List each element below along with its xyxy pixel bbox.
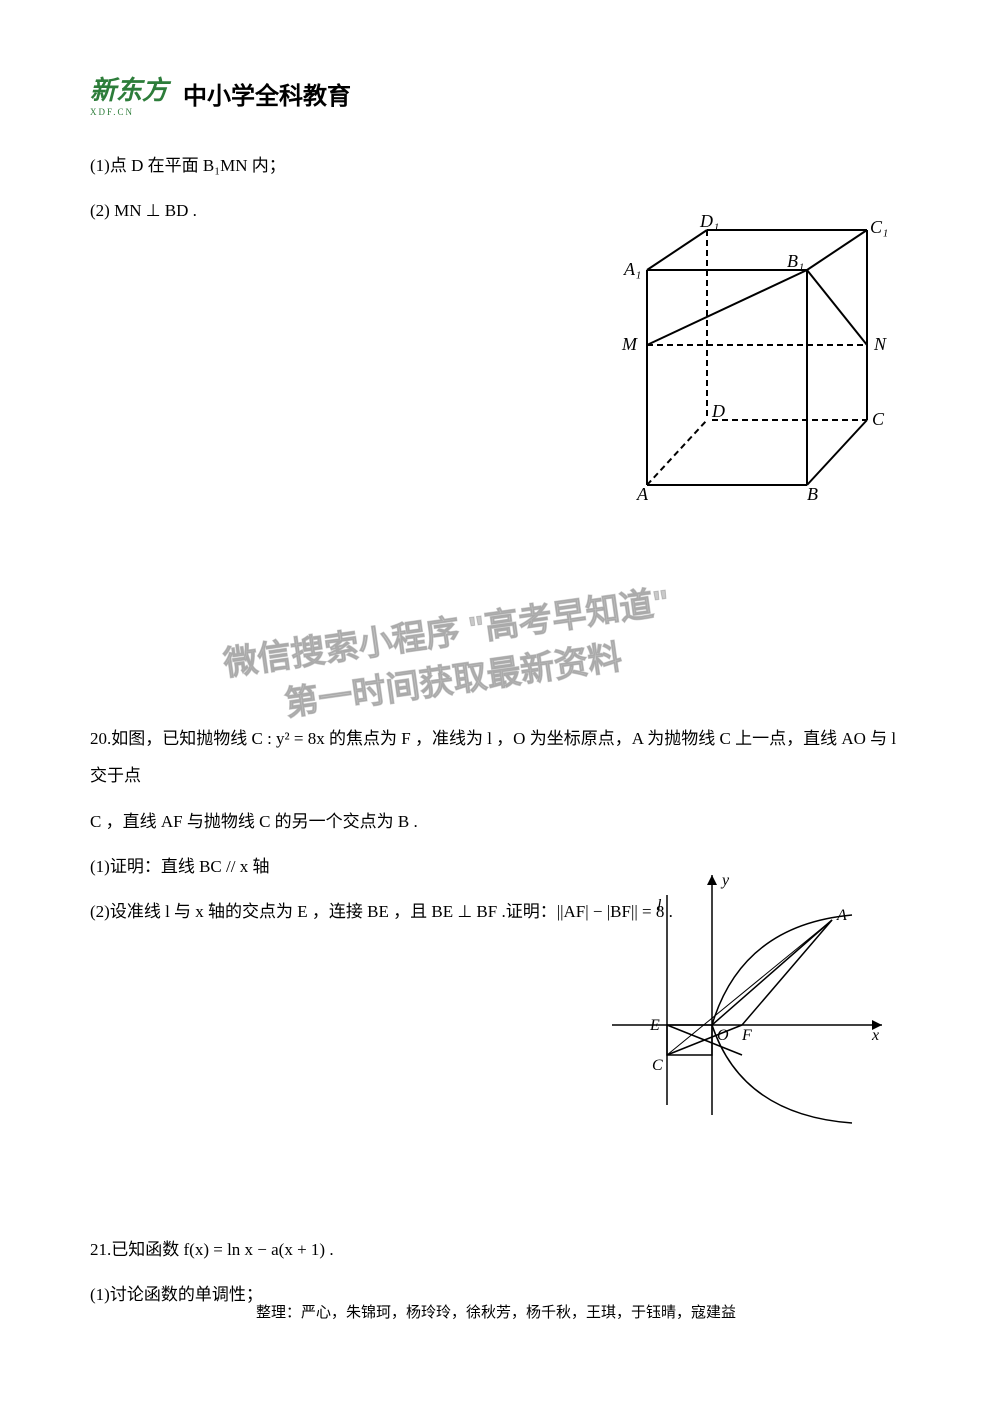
logo-subtext: XDF.CN [90, 107, 168, 117]
label-d: D [711, 401, 725, 421]
page-container: 新东方 XDF.CN 中小学全科教育 (1)点 D 在平面 B₁MN 内； (2… [0, 0, 992, 1362]
label-c1: C₁ [870, 217, 888, 237]
label-m: M [621, 334, 638, 354]
label-pf: F [741, 1027, 752, 1044]
label-b: B [807, 484, 818, 504]
label-n: N [873, 334, 887, 354]
label-l: l [657, 897, 662, 914]
page-footer: 整理：严心，朱锦珂，杨玲玲，徐秋芳，杨千秋，王琪，于钰晴，寇建益 [0, 1301, 992, 1322]
label-a: A [636, 484, 649, 504]
parabola-figure: y l A E O F C x [602, 865, 892, 1125]
header-title: 中小学全科教育 [183, 76, 351, 111]
label-pc: C [652, 1057, 663, 1074]
logo-block: 新东方 XDF.CN [90, 70, 168, 117]
q19-part1: (1)点 D 在平面 B₁MN 内； [90, 147, 902, 184]
label-c: C [872, 409, 885, 429]
label-d1: D₁ [699, 215, 719, 231]
watermark-line1: 微信搜索小程序 "高考早知道" [146, 569, 747, 700]
label-px: x [871, 1027, 879, 1044]
q20-intro: 20.如图，已知抛物线 C : y² = 8x 的焦点为 F ，准线为 l ，O… [90, 720, 902, 795]
cube-figure: D₁ C₁ A₁ B₁ M N D C A B [612, 215, 902, 505]
label-pe: E [649, 1017, 660, 1034]
label-y: y [720, 872, 730, 889]
label-pa: A [836, 907, 847, 924]
label-b1: B₁ [787, 251, 804, 271]
logo-text: 新东方 [90, 75, 168, 105]
page-header: 新东方 XDF.CN 中小学全科教育 [90, 70, 902, 117]
label-po: O [717, 1027, 729, 1044]
label-a1: A₁ [623, 259, 641, 279]
q21-intro: 21.已知函数 f(x) = ln x − a(x + 1) . [90, 1231, 902, 1268]
q20-intro2: C ，直线 AF 与抛物线 C 的另一个交点为 B . [90, 803, 902, 840]
